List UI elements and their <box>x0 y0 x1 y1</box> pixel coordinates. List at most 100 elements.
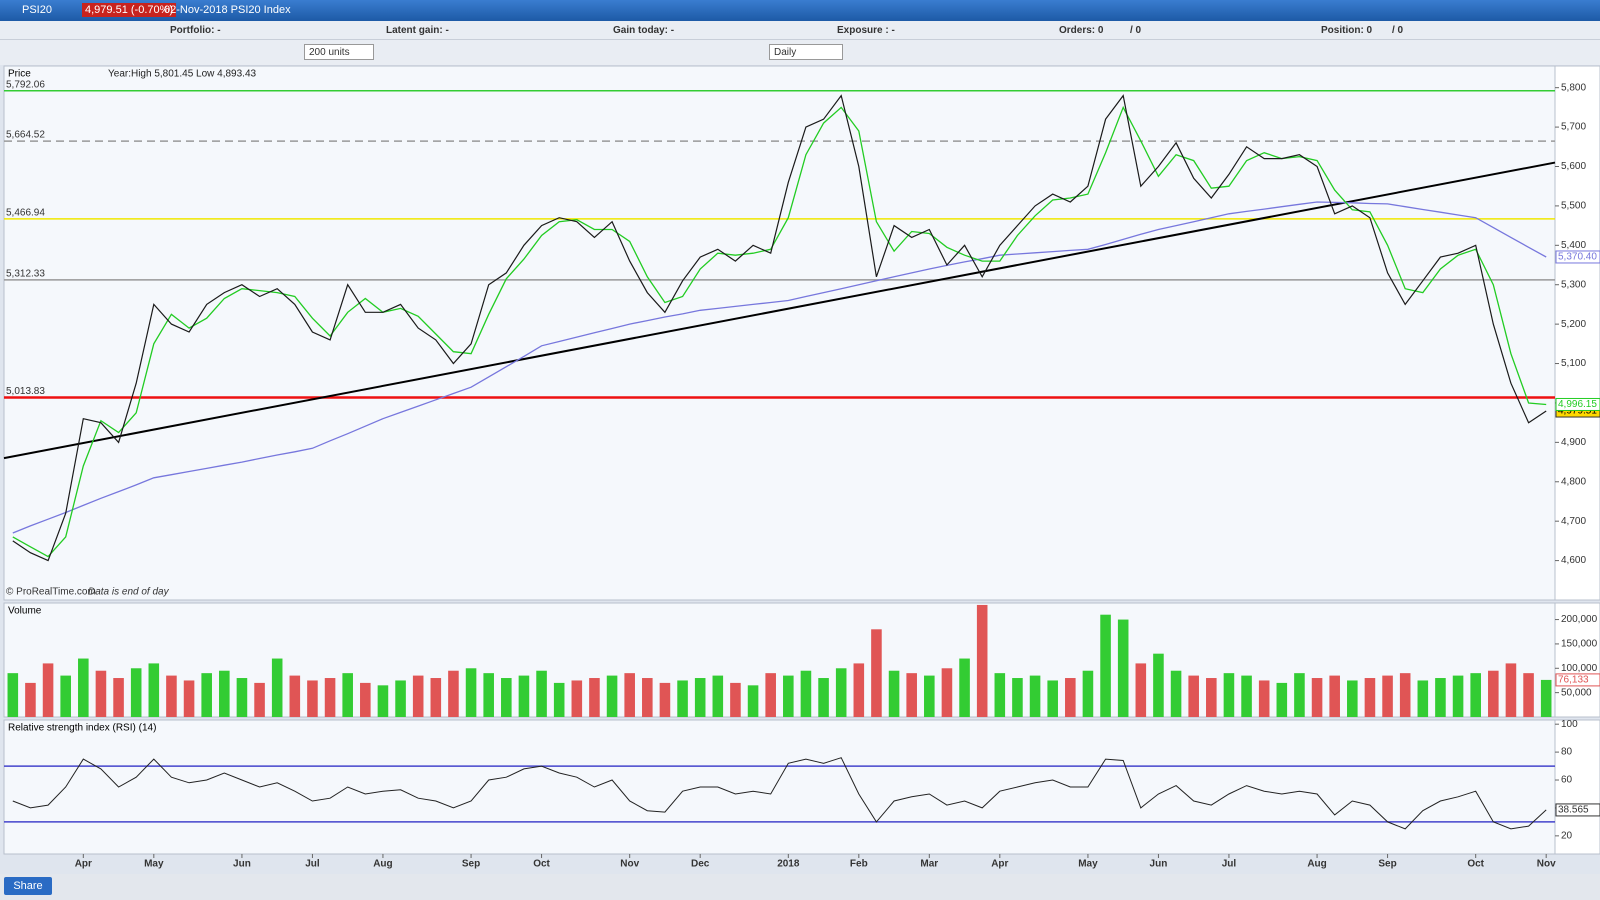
position: Position: 0 <box>1321 25 1373 36</box>
value-tag <box>1555 397 1600 411</box>
value-tag <box>1555 250 1600 264</box>
x-tick-label: Apr <box>991 859 1008 870</box>
x-tick-label: Feb <box>850 859 868 870</box>
toolbar: 200 units Daily <box>0 40 1600 65</box>
volume-bar <box>148 663 160 717</box>
volume-bar <box>183 680 195 717</box>
volume-bar <box>1399 673 1411 717</box>
y-tick-label: 4,700 <box>1561 516 1586 527</box>
y-tick-label: 150,000 <box>1561 639 1598 650</box>
line <box>12 105 1547 558</box>
y-tick-label: 5,700 <box>1561 122 1586 133</box>
volume-bar <box>1170 670 1182 717</box>
volume-bar <box>941 668 953 717</box>
volume-bar <box>1117 619 1129 717</box>
subtitle: Year:High 5,801.45 Low 4,893.43 <box>108 69 257 80</box>
volume-bar <box>1100 614 1111 717</box>
volume-bar <box>25 682 36 717</box>
title: 02-Nov-2018 PSI20 Index <box>164 4 291 16</box>
level-label: 5,664.52 <box>6 130 45 141</box>
value-tag-label: 5,370.40 <box>1558 252 1597 263</box>
value-tag <box>1555 673 1600 687</box>
volume-bar <box>659 682 671 717</box>
volume-bar <box>465 668 477 717</box>
chart: Price4,6004,7004,8004,9005,0005,1005,200… <box>3 65 1600 870</box>
volume-bar <box>271 658 283 717</box>
x-tick-label: Apr <box>75 859 92 870</box>
volume-bar <box>606 675 618 717</box>
x-tick-label: Jun <box>1150 859 1168 870</box>
line <box>12 94 1547 562</box>
y-tick-label: 80 <box>1561 747 1573 758</box>
units-select[interactable]: 200 units <box>304 44 374 60</box>
position-b: / 0 <box>1392 25 1404 36</box>
volume-bar <box>1153 653 1164 717</box>
volume-bar <box>1488 670 1499 717</box>
y-tick-label: 4,900 <box>1561 437 1586 448</box>
volume-bar <box>254 682 265 717</box>
volume-bar <box>395 680 406 717</box>
x-tick-label: Jun <box>233 859 251 870</box>
volume-bar <box>1523 673 1534 717</box>
volume-bar <box>677 680 688 717</box>
orders: Orders: 0 <box>1059 25 1104 36</box>
volume-bar <box>589 678 600 717</box>
volume-bar <box>289 675 301 717</box>
line <box>12 201 1547 534</box>
volume-bar <box>342 673 353 717</box>
volume-bar <box>219 670 230 717</box>
volume-bar <box>1382 675 1393 717</box>
volume-bar <box>1311 678 1323 717</box>
x-tick-label: 2018 <box>777 859 800 870</box>
volume-bar <box>730 682 741 717</box>
y-tick-label: 5,200 <box>1561 319 1586 330</box>
x-tick-label: Dec <box>691 859 710 870</box>
footer: Share <box>0 874 1600 900</box>
volume-bar <box>747 685 759 717</box>
quote: 4,979.51 (-0.70%) <box>82 3 177 17</box>
volume-bar <box>78 658 89 717</box>
volume-bar <box>536 670 547 717</box>
volume-bar <box>7 673 19 717</box>
volume-bar <box>1223 673 1235 717</box>
x-tick-label: May <box>1078 859 1098 870</box>
x-tick-label: Sep <box>462 859 480 870</box>
volume-bar <box>42 663 54 717</box>
status-row: Portfolio: - Latent gain: - Gain today: … <box>0 21 1600 40</box>
y-tick-label: 5,100 <box>1561 358 1586 369</box>
y-tick-label: 60 <box>1561 775 1573 786</box>
y-tick-label: 20 <box>1561 830 1573 841</box>
period-select[interactable]: Daily <box>769 44 843 60</box>
level-label: 5,466.94 <box>6 208 45 219</box>
volume-bar <box>553 682 565 717</box>
value-tag-label: 4,996.15 <box>1558 399 1597 410</box>
volume-bar <box>1241 675 1252 717</box>
y-tick-label: 5,800 <box>1561 82 1586 93</box>
volume-bar <box>800 670 812 717</box>
symbol[interactable]: PSI20 <box>22 4 52 16</box>
y-tick-label: 100,000 <box>1561 663 1598 674</box>
volume-bar <box>60 675 71 717</box>
volume-bar <box>1065 678 1076 717</box>
latent-gain: Latent gain: - <box>386 25 449 36</box>
annotation: Data is end of day <box>88 587 170 598</box>
volume-bar <box>994 673 1006 717</box>
value-tag <box>1555 803 1600 817</box>
y-tick-label: 4,800 <box>1561 476 1586 487</box>
gain-today: Gain today: - <box>613 25 675 36</box>
y-tick-label: 100 <box>1561 719 1578 730</box>
volume-bar <box>871 629 882 717</box>
volume-bar <box>924 675 935 717</box>
y-tick-label: 5,600 <box>1561 161 1586 172</box>
annotation: © ProRealTime.com <box>6 587 96 598</box>
x-tick-label: Nov <box>1537 859 1556 870</box>
share-button[interactable]: Share <box>4 877 52 895</box>
panel <box>3 65 1556 601</box>
volume-bar <box>501 678 512 717</box>
x-tick-label: Aug <box>373 859 392 870</box>
panel-title: Volume <box>8 606 42 617</box>
volume-bar <box>1452 675 1464 717</box>
y-tick-label: 50,000 <box>1561 687 1592 698</box>
volume-bar <box>1029 675 1041 717</box>
